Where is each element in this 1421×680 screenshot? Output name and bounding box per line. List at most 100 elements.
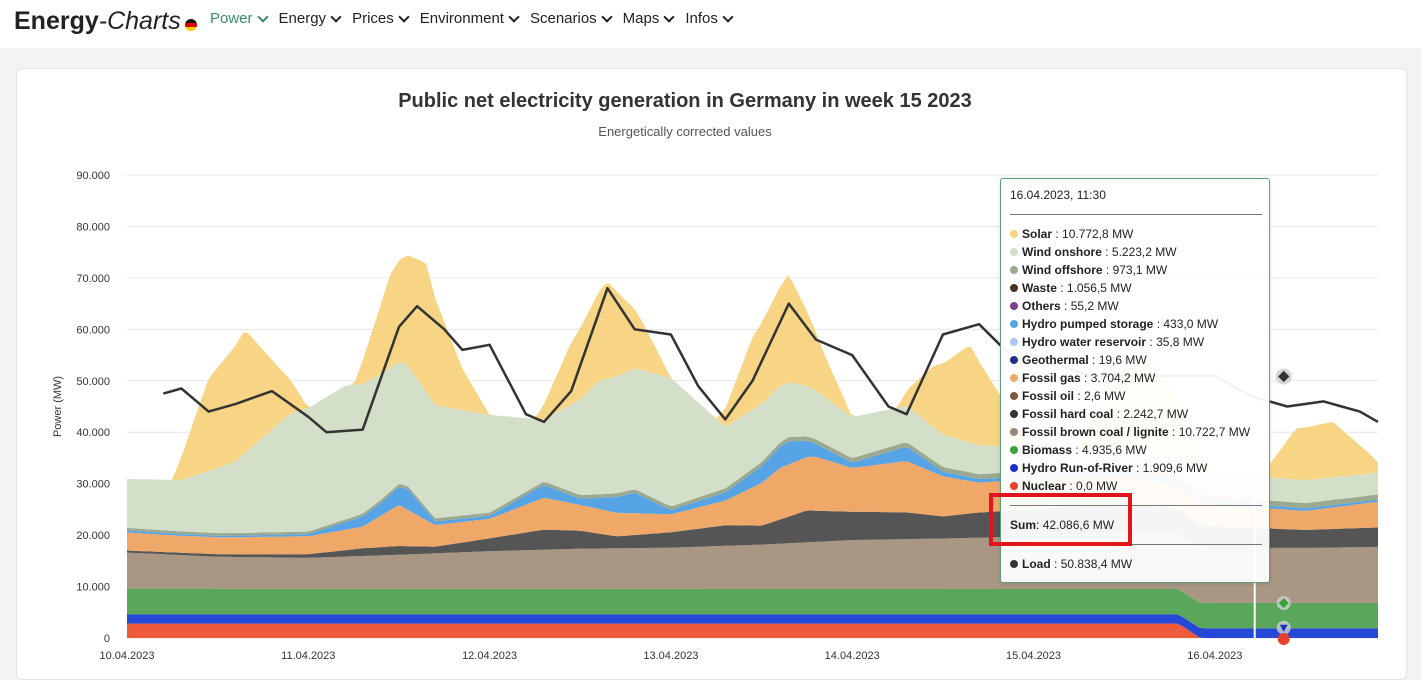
tooltip-series-name: Wind onshore bbox=[1022, 245, 1102, 259]
x-tick-label: 10.04.2023 bbox=[99, 650, 154, 661]
tooltip-series-value: : 0,0 MW bbox=[1066, 479, 1118, 493]
y-tick-label: 90.000 bbox=[76, 170, 110, 182]
menu-environment[interactable]: Environment bbox=[420, 10, 520, 28]
area-solar[interactable] bbox=[127, 255, 1378, 480]
tooltip-series-value: : 35,8 MW bbox=[1146, 335, 1205, 349]
area-biomass[interactable] bbox=[127, 588, 1378, 629]
top-navigation: Energy-Charts Power Energy Prices Enviro… bbox=[0, 0, 1421, 48]
series-dot-icon bbox=[1010, 284, 1018, 292]
brand-name-part2: -Charts bbox=[98, 7, 181, 35]
tooltip-row: Fossil hard coal : 2.242,7 MW bbox=[1010, 406, 1188, 422]
tooltip-divider bbox=[1010, 214, 1262, 215]
load-marker bbox=[1278, 370, 1290, 383]
tooltip-series-name: Solar bbox=[1022, 227, 1053, 241]
tooltip-row: Waste : 1.056,5 MW bbox=[1010, 280, 1132, 296]
tooltip-series-name: Wind offshore bbox=[1022, 263, 1103, 277]
tooltip-series-value: : 2,6 MW bbox=[1074, 389, 1126, 403]
tooltip-series-name: Fossil oil bbox=[1022, 389, 1075, 403]
tooltip-divider bbox=[1010, 544, 1262, 545]
tooltip-row: Fossil gas : 3.704,2 MW bbox=[1010, 370, 1155, 386]
y-tick-label: 30.000 bbox=[76, 479, 110, 491]
tooltip-series-value: : 3.704,2 MW bbox=[1080, 371, 1156, 385]
germany-flag-icon bbox=[184, 19, 197, 31]
series-dot-icon bbox=[1010, 374, 1018, 382]
tooltip-series-value: : 1.056,5 MW bbox=[1056, 281, 1132, 295]
tooltip-row: Wind offshore : 973,1 MW bbox=[1010, 262, 1167, 278]
tooltip-series-value: : 4.935,6 MW bbox=[1072, 443, 1147, 457]
biomass-marker bbox=[1278, 598, 1289, 608]
tooltip-series-name: Nuclear bbox=[1022, 479, 1067, 493]
tooltip-series-value: : 2.242,7 MW bbox=[1113, 407, 1189, 421]
menu-maps-label: Maps bbox=[622, 10, 660, 27]
x-tick-label: 14.04.2023 bbox=[825, 650, 880, 661]
y-tick-label: 60.000 bbox=[76, 324, 110, 336]
menu-power[interactable]: Power bbox=[210, 10, 269, 28]
tooltip-timestamp: 16.04.2023, 11:30 bbox=[1010, 188, 1106, 202]
menu-scenarios[interactable]: Scenarios bbox=[530, 10, 613, 28]
tooltip-row: Hydro water reservoir : 35,8 MW bbox=[1010, 334, 1204, 350]
y-tick-label: 40.000 bbox=[76, 427, 110, 439]
tooltip-series-value: : 10.772,8 MW bbox=[1052, 227, 1134, 241]
tooltip-divider bbox=[1010, 505, 1262, 506]
area-wind-onshore[interactable] bbox=[127, 361, 1378, 534]
tooltip-series-name: Hydro water reservoir bbox=[1022, 335, 1147, 349]
series-dot-icon bbox=[1010, 446, 1018, 454]
tooltip-row: Nuclear : 0,0 MW bbox=[1010, 478, 1117, 494]
menu-infos-label: Infos bbox=[685, 10, 718, 27]
area-run-of-river[interactable] bbox=[127, 614, 1378, 638]
menu-prices[interactable]: Prices bbox=[352, 10, 410, 28]
tooltip-row: Hydro Run-of-River : 1.909,6 MW bbox=[1010, 460, 1207, 476]
load-dot-icon bbox=[1010, 560, 1018, 568]
menu-maps[interactable]: Maps bbox=[622, 10, 676, 28]
tooltip-row: Geothermal : 19,6 MW bbox=[1010, 352, 1147, 368]
x-tick-label: 12.04.2023 bbox=[462, 650, 517, 661]
runofriver-marker bbox=[1279, 624, 1288, 632]
series-dot-icon bbox=[1010, 248, 1018, 256]
nuclear-marker bbox=[1277, 633, 1290, 645]
tooltip-series-name: Biomass bbox=[1022, 443, 1073, 457]
tooltip-row: Wind onshore : 5.223,2 MW bbox=[1010, 244, 1177, 260]
menu-power-label: Power bbox=[210, 10, 253, 27]
tooltip-series-name: Hydro Run-of-River bbox=[1022, 461, 1133, 475]
tooltip-load-row: Load : 50.838,4 MW bbox=[1010, 556, 1132, 572]
series-dot-icon bbox=[1010, 356, 1018, 364]
tooltip-row: Solar : 10.772,8 MW bbox=[1010, 226, 1133, 242]
series-dot-icon bbox=[1010, 482, 1018, 490]
tooltip-series-value: : 5.223,2 MW bbox=[1101, 245, 1177, 259]
tooltip-row: Fossil brown coal / lignite : 10.722,7 M… bbox=[1010, 424, 1250, 440]
chart-title: Public net electricity generation in Ger… bbox=[398, 90, 972, 112]
series-dot-icon bbox=[1010, 464, 1018, 472]
menu-energy-label: Energy bbox=[278, 10, 327, 27]
y-tick-label: 80.000 bbox=[76, 221, 110, 233]
brand-logo[interactable]: Energy-Charts bbox=[14, 6, 197, 36]
tooltip-series-value: : 19,6 MW bbox=[1088, 353, 1147, 367]
tooltip-series-name: Hydro pumped storage bbox=[1022, 317, 1154, 331]
axes: 0 10.000 20.000 30.000 40.000 50.000 60.000 70.… bbox=[52, 170, 1242, 661]
tooltip-series-name: Fossil brown coal / lignite bbox=[1022, 425, 1169, 439]
tooltip-row: Hydro pumped storage : 433,0 MW bbox=[1010, 316, 1218, 332]
tooltip-series-value: : 433,0 MW bbox=[1153, 317, 1219, 331]
brand-name-part1: Energy bbox=[14, 7, 99, 35]
series-dot-icon bbox=[1010, 230, 1018, 238]
main-menu: Power Energy Prices Environment Scenario… bbox=[210, 10, 734, 28]
tooltip-series-name: Fossil hard coal bbox=[1022, 407, 1114, 421]
y-axis-label: Power (MW) bbox=[52, 376, 64, 437]
menu-energy[interactable]: Energy bbox=[278, 10, 342, 28]
area-nuclear[interactable] bbox=[127, 623, 1378, 638]
y-tick-label: 0 bbox=[104, 633, 110, 645]
tooltip-series-value: : 10.722,7 MW bbox=[1168, 425, 1251, 439]
y-tick-label: 50.000 bbox=[76, 376, 110, 388]
y-tick-label: 70.000 bbox=[76, 273, 110, 285]
tooltip-row: Biomass : 4.935,6 MW bbox=[1010, 442, 1147, 458]
chart-tooltip: 16.04.2023, 11:30 Solar : 10.772,8 MW Win… bbox=[1000, 178, 1270, 583]
y-tick-label: 20.000 bbox=[76, 530, 110, 542]
series-dot-icon bbox=[1010, 410, 1018, 418]
tooltip-series-value: : 973,1 MW bbox=[1102, 263, 1168, 277]
menu-infos[interactable]: Infos bbox=[685, 10, 734, 28]
sum-highlight-box bbox=[989, 493, 1132, 546]
series-dot-icon bbox=[1010, 302, 1018, 310]
tooltip-series-name: Fossil gas bbox=[1022, 371, 1081, 385]
series-dot-icon bbox=[1010, 392, 1018, 400]
x-tick-label: 13.04.2023 bbox=[643, 650, 698, 661]
x-tick-label: 16.04.2023 bbox=[1187, 650, 1242, 661]
